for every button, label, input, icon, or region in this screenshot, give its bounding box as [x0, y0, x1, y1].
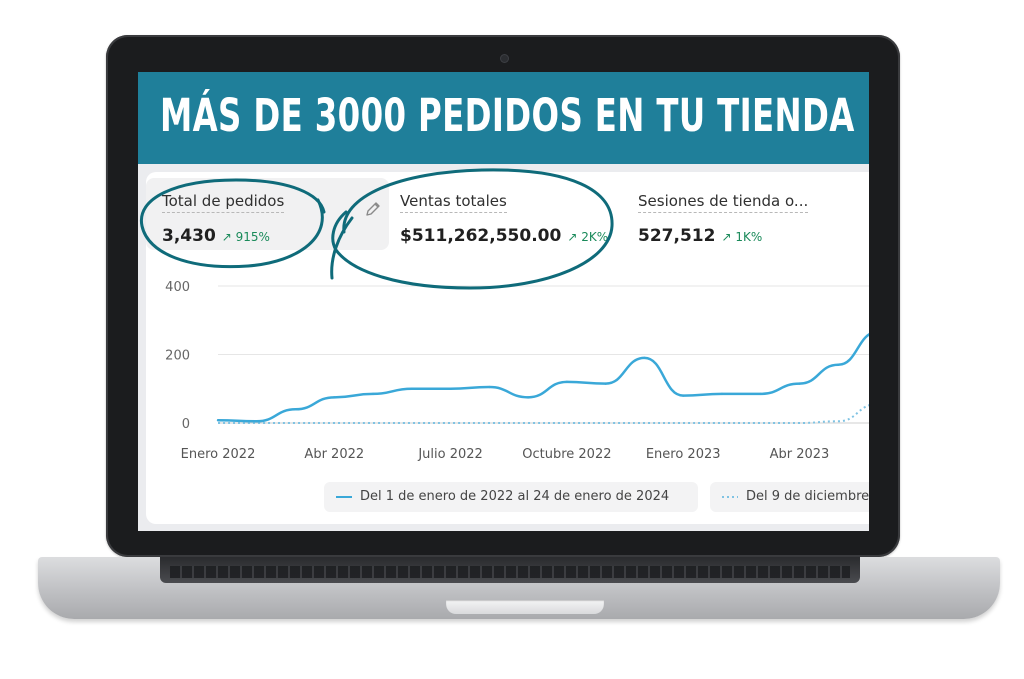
metric-delta: ↗ 1K%: [721, 230, 763, 244]
banner-title: MÁS DE 3000 PEDIDOS EN TU TIENDA: [160, 89, 855, 142]
camera-icon: [501, 55, 508, 62]
metric-store-sessions[interactable]: Sesiones de tienda o... 527,512 ↗ 1K%: [622, 178, 869, 250]
data-point: [255, 420, 258, 423]
legend-item-comparison[interactable]: Del 9 de diciembre: [710, 482, 869, 512]
x-tick-label: Abr 2022: [304, 447, 364, 462]
data-point: [488, 385, 491, 389]
data-point: [410, 387, 414, 390]
metric-value: $511,262,550.00 ↗ 2K%: [400, 226, 609, 246]
metric-value: 527,512 ↗ 1K%: [638, 226, 763, 246]
orders-line-chart: 400 200 0 Enero 2022 Abr 2022 Julio 2022 Octub…: [165, 280, 869, 462]
metric-total-sales[interactable]: Ventas totales $511,262,550.00 ↗ 2K%: [384, 178, 624, 250]
trackpad-notch: [446, 600, 604, 614]
legend-swatch-dotted: [722, 495, 738, 498]
data-point: [720, 392, 724, 396]
y-tick-label: 400: [165, 280, 190, 295]
x-tick-label: Octubre 2022: [522, 447, 611, 462]
metric-delta: ↗ 915%: [221, 230, 270, 244]
data-point: [216, 419, 220, 422]
data-point: [294, 408, 297, 411]
data-point: [643, 356, 646, 360]
metric-value: 3,430 ↗ 915%: [162, 226, 270, 246]
legend-label: Del 1 de enero de 2022 al 24 de enero de…: [360, 489, 670, 504]
data-point: [604, 382, 607, 385]
data-point: [565, 380, 569, 384]
data-point: [333, 396, 336, 399]
x-tick-label: Enero 2023: [646, 447, 721, 462]
metric-delta: ↗ 2K%: [567, 230, 609, 244]
metric-label: Ventas totales: [400, 192, 507, 213]
data-point: [371, 392, 375, 396]
pencil-icon[interactable]: [364, 200, 382, 218]
x-tick-label: Abr 2023: [770, 447, 830, 462]
series-line-primary: [217, 333, 869, 423]
data-point: [526, 396, 530, 399]
data-point: [449, 387, 452, 390]
data-point: [681, 394, 685, 397]
legend-item-primary[interactable]: Del 1 de enero de 2022 al 24 de enero de…: [324, 482, 698, 512]
laptop-screen: MÁS DE 3000 PEDIDOS EN TU TIENDA Total d…: [138, 72, 869, 531]
keyboard: [170, 566, 850, 578]
y-tick-label: 200: [165, 349, 190, 364]
data-point: [798, 382, 801, 385]
legend-label: Del 9 de diciembre: [746, 489, 869, 504]
x-tick-label: Julio 2022: [417, 447, 482, 462]
metric-label: Total de pedidos: [162, 192, 285, 213]
series-line-comparison: [218, 404, 869, 424]
x-tick-label: Enero 2022: [181, 447, 256, 462]
promo-banner: MÁS DE 3000 PEDIDOS EN TU TIENDA: [138, 72, 869, 164]
y-tick-label: 0: [182, 417, 190, 432]
analytics-card: Total de pedidos 3,430 ↗ 915% Ventas tota…: [146, 172, 869, 524]
metric-label: Sesiones de tienda o...: [638, 192, 809, 213]
data-point: [759, 392, 762, 396]
data-point: [837, 363, 840, 366]
legend-swatch-solid: [336, 495, 352, 498]
metric-total-orders[interactable]: Total de pedidos 3,430 ↗ 915%: [146, 178, 389, 250]
